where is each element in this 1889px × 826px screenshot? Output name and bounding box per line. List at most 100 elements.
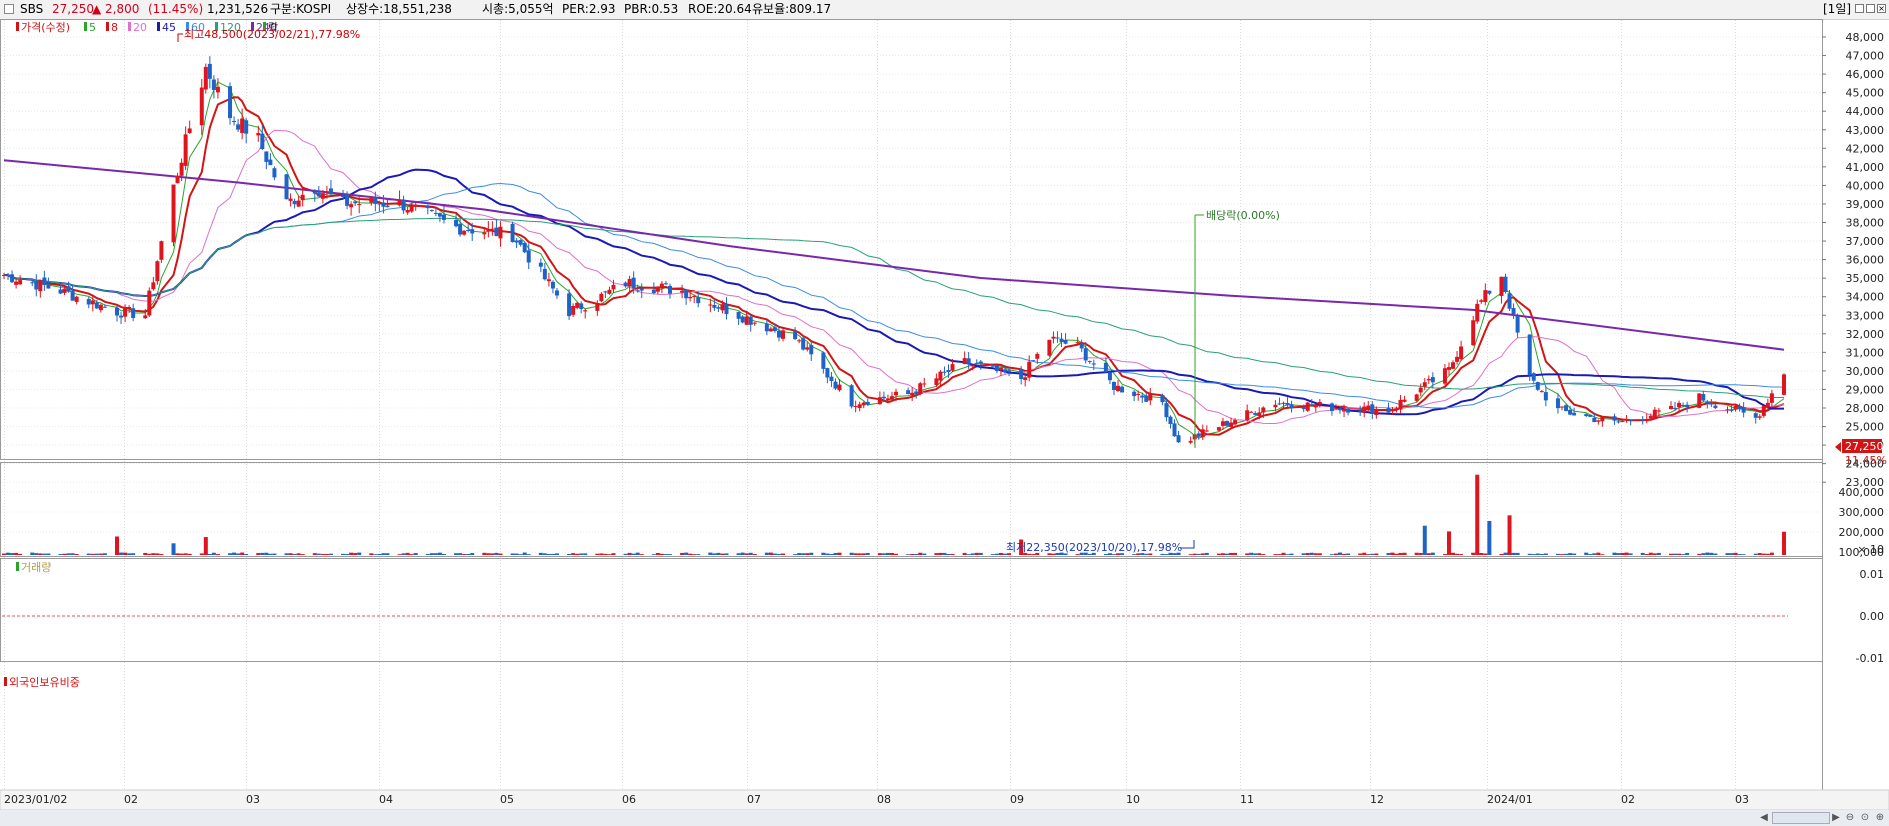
price-tick-label: 23,000 bbox=[1846, 476, 1885, 489]
volume-bar bbox=[1564, 553, 1569, 555]
volume-bar bbox=[494, 552, 499, 555]
candle-body bbox=[1471, 320, 1476, 346]
candle-body bbox=[922, 383, 927, 385]
period-button[interactable]: [1일] bbox=[1823, 2, 1852, 16]
scroll-right-icon[interactable]: ▶ bbox=[1832, 812, 1840, 823]
volume-bar bbox=[1224, 553, 1229, 555]
volume-bar bbox=[821, 552, 826, 555]
volume-bar bbox=[538, 552, 543, 555]
maximize-icon[interactable] bbox=[1866, 4, 1875, 13]
volume-bar bbox=[1317, 553, 1322, 555]
candle-body bbox=[554, 290, 559, 296]
volume-bar bbox=[256, 553, 261, 555]
candle-body bbox=[131, 308, 136, 318]
candle-body bbox=[147, 290, 152, 316]
candle-body bbox=[369, 198, 374, 203]
volume-bar bbox=[1471, 552, 1476, 555]
volume-bar bbox=[1681, 554, 1686, 555]
candle-body bbox=[688, 297, 693, 299]
candle-body bbox=[865, 401, 870, 405]
candle-body bbox=[635, 290, 640, 292]
scroll-thumb[interactable] bbox=[1772, 812, 1830, 824]
checkbox-icon[interactable] bbox=[4, 4, 14, 14]
volume-bar bbox=[1176, 552, 1181, 555]
volume-bar bbox=[1668, 553, 1673, 555]
candle-body bbox=[1612, 416, 1617, 421]
volume-bar bbox=[1414, 552, 1419, 555]
volume-bar bbox=[1313, 553, 1318, 555]
volume-bar bbox=[102, 553, 107, 555]
volume-bar bbox=[1116, 553, 1121, 555]
candle-body bbox=[486, 228, 491, 232]
candle-body bbox=[833, 381, 838, 389]
candle-body bbox=[692, 296, 697, 298]
volume-bar bbox=[58, 554, 63, 555]
candle-body bbox=[70, 290, 75, 301]
candle-body bbox=[1527, 334, 1532, 376]
candle-body bbox=[1592, 417, 1597, 423]
candle-body bbox=[797, 340, 802, 342]
candle-body bbox=[1479, 300, 1484, 302]
volume-label: 1,231,526 bbox=[207, 2, 269, 16]
candle-body bbox=[1116, 385, 1121, 392]
zoom-in-icon[interactable]: ⊕ bbox=[1875, 812, 1885, 823]
close-icon[interactable]: × bbox=[1877, 4, 1886, 13]
volume-bar bbox=[1309, 552, 1314, 555]
listed-shares-label: 상장수:18,551,238 bbox=[346, 2, 452, 16]
candle-body bbox=[425, 205, 430, 209]
volume-bar bbox=[215, 554, 220, 555]
volume-tick-label: 400,000 bbox=[1839, 486, 1885, 499]
volume-bar bbox=[579, 553, 584, 555]
volume-bar bbox=[381, 553, 386, 555]
candle-body bbox=[567, 293, 572, 317]
volume-bar bbox=[1063, 553, 1068, 555]
volume-bar bbox=[490, 553, 495, 555]
volume-bar bbox=[1527, 553, 1532, 555]
candle-body bbox=[490, 228, 495, 230]
candle-body bbox=[1418, 387, 1423, 393]
volume-bar bbox=[1418, 553, 1423, 555]
volume-bar bbox=[1616, 553, 1621, 555]
candle-body bbox=[579, 303, 584, 309]
volume-bar bbox=[385, 553, 390, 555]
candle-body bbox=[458, 223, 463, 235]
volume-bar bbox=[1120, 553, 1125, 555]
candle-body bbox=[1160, 395, 1165, 403]
candle-body bbox=[974, 363, 979, 365]
volume-bar bbox=[433, 553, 438, 555]
volume-bar bbox=[90, 553, 95, 555]
candle-body bbox=[768, 328, 773, 332]
candle-body bbox=[1289, 404, 1294, 409]
candle-body bbox=[1564, 405, 1569, 411]
volume-bar bbox=[300, 554, 305, 555]
volume-bar bbox=[232, 552, 237, 555]
candle-body bbox=[1204, 430, 1209, 432]
zoom-out-icon[interactable]: ⊖ bbox=[1845, 812, 1855, 823]
moving-average-lines bbox=[3, 81, 1785, 439]
scroll-left-icon[interactable]: ◀ bbox=[1760, 812, 1768, 823]
volume-bar bbox=[183, 553, 188, 555]
volume-bar bbox=[143, 552, 148, 555]
volume-bar bbox=[155, 553, 160, 555]
zoom-reset-icon[interactable]: ⊙ bbox=[1860, 812, 1870, 823]
symbol-label: SBS bbox=[20, 2, 44, 16]
volume-bar bbox=[397, 554, 402, 555]
date-axis-band bbox=[0, 789, 1889, 811]
volume-bar bbox=[627, 552, 632, 555]
volume-bar bbox=[324, 553, 329, 555]
pbr-label: PBR:0.53 bbox=[624, 2, 679, 16]
candle-body bbox=[1091, 363, 1096, 365]
volume-bar bbox=[1588, 554, 1593, 555]
volume-bar bbox=[934, 553, 939, 555]
candle-body bbox=[1422, 382, 1427, 387]
candle-body bbox=[1455, 356, 1460, 362]
candle-body bbox=[978, 361, 983, 364]
price-tick-label: 32,000 bbox=[1846, 328, 1885, 341]
candle-body bbox=[373, 196, 378, 204]
low-pointer bbox=[1180, 540, 1195, 549]
volume-bar bbox=[131, 553, 136, 555]
badge-box bbox=[1842, 439, 1882, 453]
candle-body bbox=[98, 304, 103, 311]
minimize-icon[interactable] bbox=[1855, 4, 1864, 13]
candle-body bbox=[934, 378, 939, 386]
